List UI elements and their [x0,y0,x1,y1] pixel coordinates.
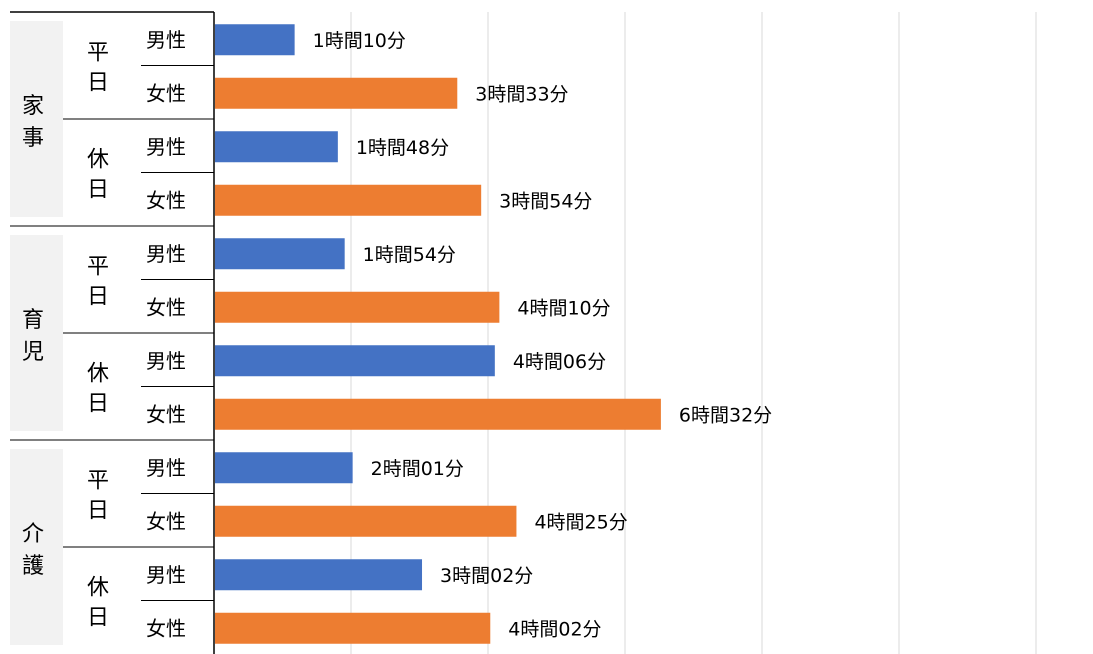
gender-label: 男性 [146,28,186,52]
bar [215,559,422,590]
day-label-char: 日 [87,499,109,524]
value-label: 4時間10分 [517,297,610,319]
gender-label: 女性 [146,295,186,319]
value-label: 3時間54分 [499,190,592,212]
day-label-char: 平 [87,41,109,66]
gender-label: 女性 [146,188,186,212]
bar [215,185,481,216]
value-label: 1時間54分 [363,244,456,266]
bar [215,78,457,109]
value-label: 6時間32分 [679,404,772,426]
category-label-char: 児 [22,340,44,365]
value-label: 4時間06分 [513,351,606,373]
value-label: 4時間25分 [534,511,627,533]
day-label-char: 休 [87,148,109,173]
gender-label: 男性 [146,563,186,587]
gender-label: 女性 [146,402,186,426]
day-label-char: 日 [87,178,109,203]
bar [215,506,516,537]
bar [215,24,295,55]
day-label-char: 日 [87,392,109,417]
category-panel-1 [10,235,63,431]
day-label-char: 日 [87,606,109,631]
bar [215,238,345,269]
category-label-char: 事 [22,126,44,151]
day-label-char: 日 [87,71,109,96]
bar [215,452,353,483]
day-label-char: 日 [87,285,109,310]
bar [215,292,499,323]
category-label-char: 育 [22,308,44,333]
value-label: 4時間02分 [508,618,601,640]
gender-label: 女性 [146,81,186,105]
day-label-char: 平 [87,469,109,494]
bar [215,345,495,376]
category-label-char: 介 [22,522,44,547]
gender-label: 女性 [146,616,186,640]
category-label-char: 護 [22,554,44,579]
value-label: 1時間48分 [356,137,449,159]
value-label: 3時間33分 [475,83,568,105]
value-label: 3時間02分 [440,565,533,587]
bar [215,613,490,644]
value-label: 2時間01分 [371,458,464,480]
day-label-char: 平 [87,255,109,280]
gender-label: 男性 [146,135,186,159]
day-label-char: 休 [87,362,109,387]
category-label-char: 家 [22,94,44,119]
day-label-char: 休 [87,576,109,601]
bar [215,131,338,162]
gender-label: 男性 [146,349,186,373]
gender-label: 女性 [146,509,186,533]
category-panel-2 [10,449,63,645]
bar [215,399,661,430]
value-label: 1時間10分 [313,30,406,52]
gender-label: 男性 [146,242,186,266]
gender-label: 男性 [146,456,186,480]
category-panel-0 [10,21,63,217]
